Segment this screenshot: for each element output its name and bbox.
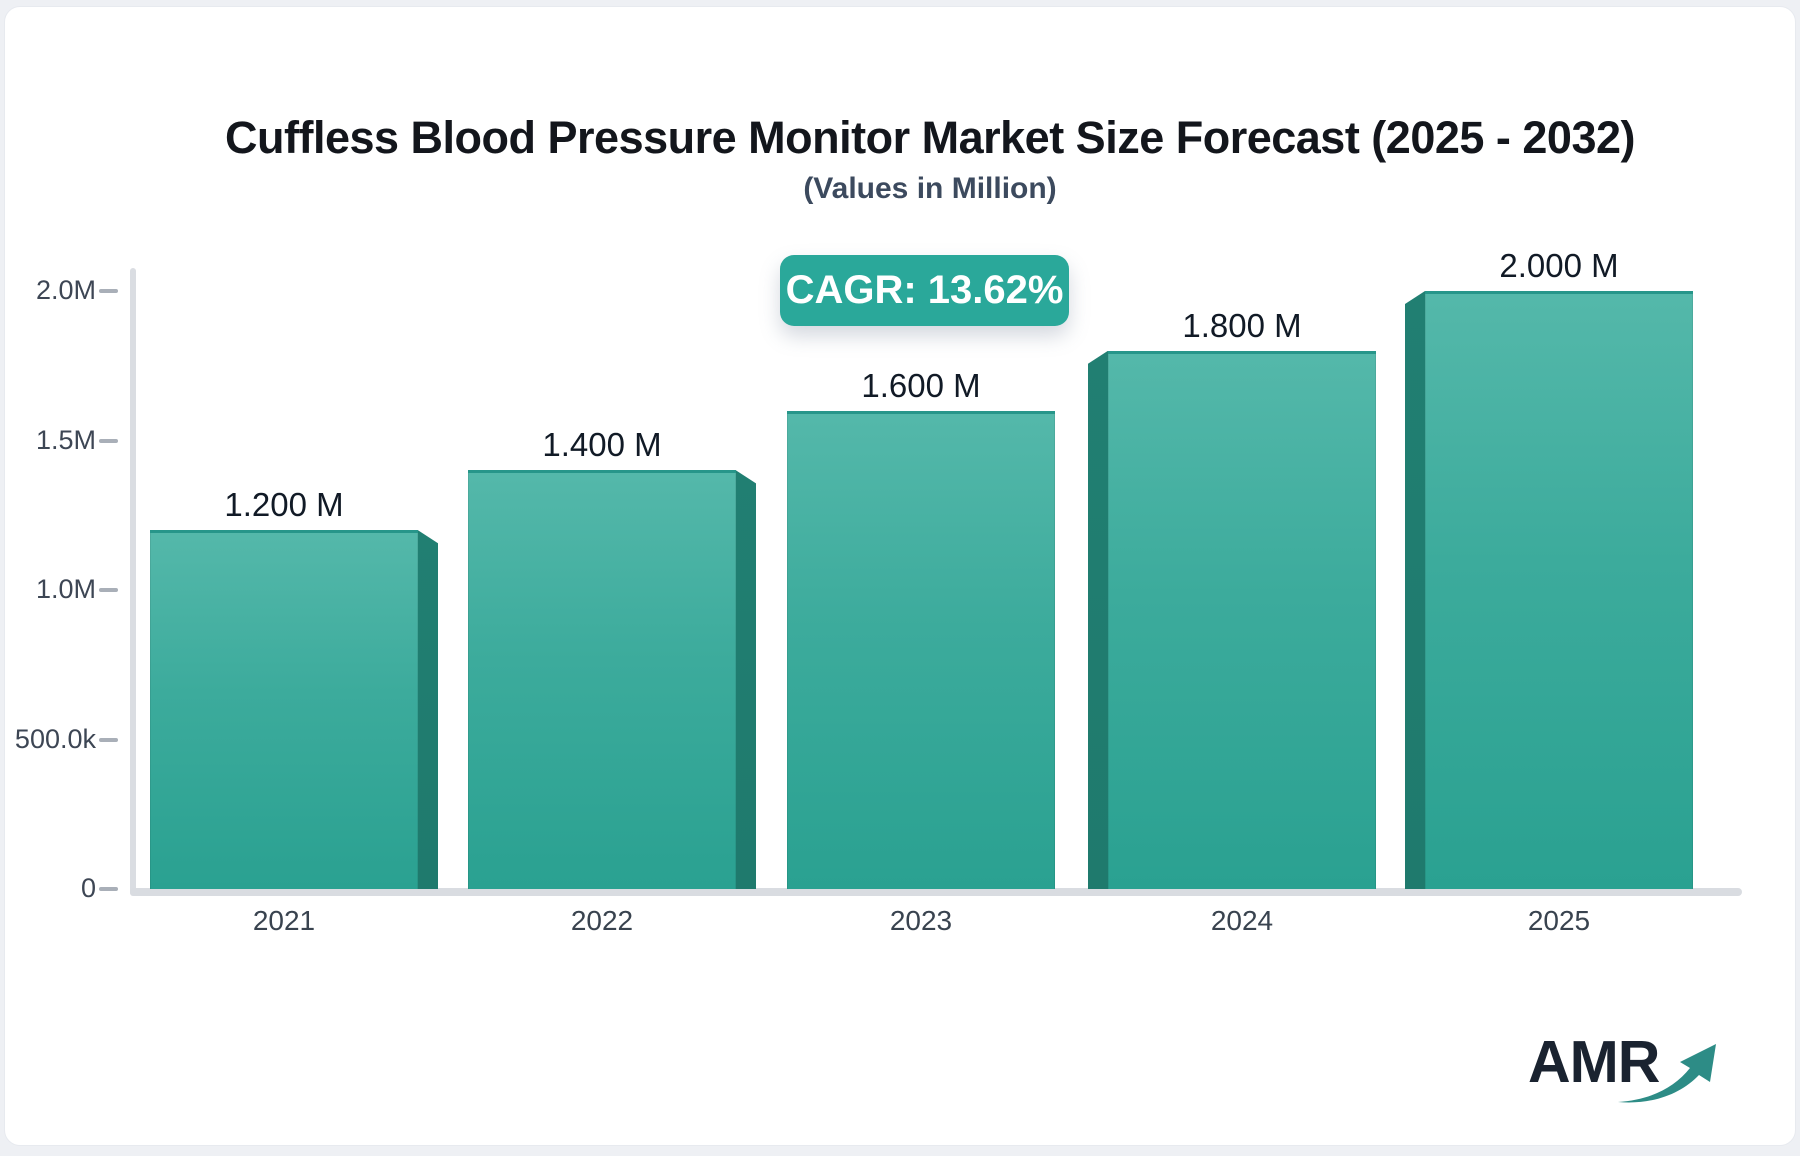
y-axis-tick-mark [99, 438, 118, 443]
bar-face-2025[interactable] [1425, 291, 1693, 889]
bar-face-2024[interactable] [1108, 350, 1376, 889]
bar-face-2022[interactable] [468, 470, 736, 889]
y-axis-tick-label-500.0k: 500.0k [14, 723, 96, 754]
x-axis-label-2024: 2024 [1210, 905, 1274, 936]
chart-title: Cuffless Blood Pressure Monitor Market S… [225, 112, 1635, 163]
amr-logo: AMR [1528, 1028, 1728, 1108]
bar-face-2021[interactable] [150, 530, 418, 889]
y-axis-tick-mark [99, 887, 118, 891]
x-axis-label-2021: 2021 [252, 905, 316, 936]
bar-side-face-2024 [1088, 350, 1108, 889]
y-axis-tick-label-1.5M: 1.5M [35, 424, 96, 455]
y-axis-tick-mark [99, 588, 118, 592]
amr-logo-text: AMR [1528, 1029, 1660, 1095]
bar-value-label-2023: 1.600 M [861, 366, 981, 404]
bar-side-face-2025 [1405, 291, 1425, 889]
cagr-badge-label: CAGR: 13.62% [785, 268, 1064, 312]
y-axis-tick-label-2.0M: 2.0M [35, 275, 96, 305]
x-axis-label-2025: 2025 [1527, 905, 1591, 936]
y-axis-tick-mark [99, 737, 118, 742]
bar-value-label-2021: 1.200 M [224, 486, 344, 524]
y-axis-tick-mark [99, 289, 118, 293]
y-axis-tick-label-1.0M: 1.0M [35, 574, 96, 604]
y-axis [130, 268, 136, 896]
bar-value-label-2024: 1.800 M [1182, 306, 1302, 344]
x-axis-label-2023: 2023 [889, 905, 953, 936]
y-axis-tick-label-0: 0 [80, 873, 96, 903]
bar-side-face-2022 [736, 470, 756, 889]
chart-subtitle: (Values in Million) [803, 172, 1057, 205]
bar-face-2023[interactable] [787, 410, 1055, 889]
x-axis-label-2022: 2022 [570, 905, 634, 936]
bar-side-face-2021 [418, 530, 438, 889]
x-axis [130, 888, 1742, 896]
bar-value-label-2022: 1.400 M [542, 426, 662, 464]
cagr-badge: CAGR: 13.62% [780, 255, 1069, 326]
bar-value-label-2025: 2.000 M [1499, 247, 1619, 284]
growth-arrow-icon [1618, 1044, 1716, 1103]
